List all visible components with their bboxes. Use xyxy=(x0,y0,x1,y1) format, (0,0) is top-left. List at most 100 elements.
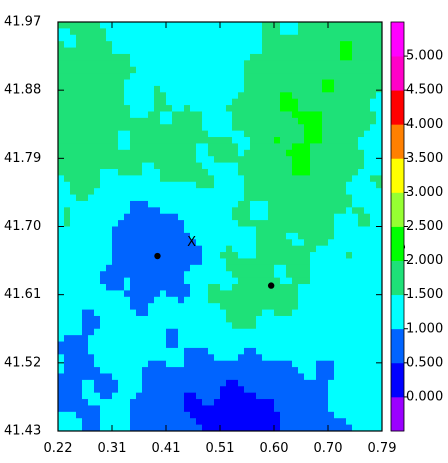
contour-cell xyxy=(190,149,197,157)
contour-cell xyxy=(76,188,83,196)
contour-cell xyxy=(88,386,95,394)
contour-cell xyxy=(160,328,167,336)
contour-cell xyxy=(352,213,359,221)
contour-cell xyxy=(172,60,179,68)
contour-cell xyxy=(88,156,95,164)
contour-cell xyxy=(376,367,382,375)
contour-cell xyxy=(130,28,137,36)
contour-cell xyxy=(190,418,197,426)
contour-cell xyxy=(340,213,347,221)
contour-cell xyxy=(238,124,245,132)
contour-cell xyxy=(358,373,365,381)
contour-cell xyxy=(178,60,185,68)
contour-cell xyxy=(352,162,359,170)
contour-cell xyxy=(334,124,341,132)
contour-cell xyxy=(304,296,311,304)
contour-cell xyxy=(268,220,275,228)
contour-cell xyxy=(82,60,89,68)
contour-cell xyxy=(64,226,71,234)
contour-cell xyxy=(220,373,227,381)
contour-cell xyxy=(352,47,359,55)
contour-cell xyxy=(292,232,299,240)
contour-cell xyxy=(286,105,293,113)
contour-cell xyxy=(76,53,83,61)
contour-cell xyxy=(232,41,239,49)
contour-cell xyxy=(244,105,251,113)
contour-cell xyxy=(232,53,239,61)
contour-cell xyxy=(328,200,335,208)
contour-cell xyxy=(280,258,287,266)
contour-cell xyxy=(310,156,317,164)
contour-cell xyxy=(208,373,215,381)
contour-cell xyxy=(100,85,107,93)
contour-cell xyxy=(274,41,281,49)
contour-cell xyxy=(88,181,95,189)
contour-cell xyxy=(94,322,101,330)
contour-cell xyxy=(334,341,341,349)
contour-cell xyxy=(58,367,65,375)
contour-cell xyxy=(112,277,119,285)
contour-cell xyxy=(220,162,227,170)
contour-cell xyxy=(118,22,125,29)
contour-cell xyxy=(70,226,77,234)
contour-cell xyxy=(364,220,371,228)
contour-cell xyxy=(88,424,95,431)
contour-cell xyxy=(340,111,347,119)
contour-cell xyxy=(274,220,281,228)
contour-cell xyxy=(346,315,353,323)
contour-cell xyxy=(154,264,161,272)
contour-cell xyxy=(94,386,101,394)
contour-cell xyxy=(112,92,119,100)
contour-cell xyxy=(334,194,341,202)
contour-cell xyxy=(58,149,65,157)
contour-cell xyxy=(178,92,185,100)
contour-cell xyxy=(202,34,209,42)
contour-cell xyxy=(244,117,251,125)
contour-cell xyxy=(304,41,311,49)
contour-cell xyxy=(58,28,65,36)
contour-cell xyxy=(154,245,161,253)
contour-cell xyxy=(238,277,245,285)
contour-cell xyxy=(130,258,137,266)
contour-cell xyxy=(172,354,179,362)
contour-cell xyxy=(118,194,125,202)
contour-cell xyxy=(136,411,143,419)
contour-cell xyxy=(184,328,191,336)
contour-cell xyxy=(136,73,143,81)
contour-cell xyxy=(166,73,173,81)
contour-cell xyxy=(64,315,71,323)
contour-cell xyxy=(196,296,203,304)
contour-cell xyxy=(292,213,299,221)
contour-cell xyxy=(172,226,179,234)
contour-cell xyxy=(154,296,161,304)
contour-cell xyxy=(130,79,137,87)
contour-cell xyxy=(346,79,353,87)
contour-cell xyxy=(172,188,179,196)
contour-cell xyxy=(292,379,299,387)
contour-cell xyxy=(160,28,167,36)
contour-cell xyxy=(76,424,83,431)
contour-cell xyxy=(232,226,239,234)
contour-cell xyxy=(316,239,323,247)
contour-cell xyxy=(166,239,173,247)
contour-cell xyxy=(202,367,209,375)
contour-cell xyxy=(316,188,323,196)
contour-cell xyxy=(358,341,365,349)
contour-cell xyxy=(322,411,329,419)
contour-cell xyxy=(346,175,353,183)
contour-cell xyxy=(124,245,131,253)
contour-cell xyxy=(82,200,89,208)
contour-cell xyxy=(76,271,83,279)
contour-cell xyxy=(70,79,77,87)
contour-cell xyxy=(340,405,347,413)
contour-cell xyxy=(82,315,89,323)
contour-cell xyxy=(304,373,311,381)
contour-cell xyxy=(364,277,371,285)
contour-cell xyxy=(166,41,173,49)
contour-cell xyxy=(226,47,233,55)
contour-cell xyxy=(94,220,101,228)
contour-cell xyxy=(106,418,113,426)
contour-cell xyxy=(124,226,131,234)
contour-cell xyxy=(82,290,89,298)
contour-cell xyxy=(214,53,221,61)
